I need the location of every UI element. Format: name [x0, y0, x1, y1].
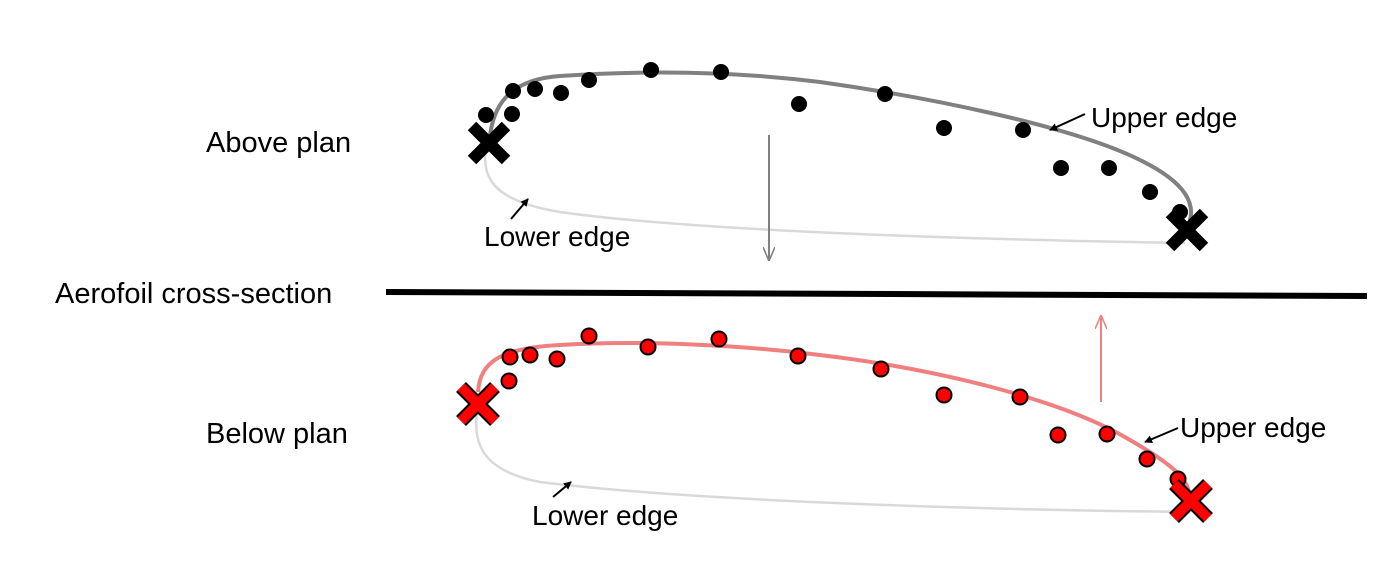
- below-point: [580, 327, 598, 345]
- above-leading-endpoint-x-icon: [467, 121, 511, 165]
- below-point: [500, 372, 518, 390]
- below-point: [1098, 425, 1116, 443]
- above-point: [877, 86, 893, 102]
- above-upper-edge-label: Upper edge: [1091, 102, 1237, 133]
- below-lower-edge-label: Lower edge: [532, 500, 678, 531]
- above-point: [1101, 160, 1117, 176]
- above-point: [791, 96, 807, 112]
- above-point: [936, 120, 952, 136]
- cross-section-label: Aerofoil cross-section: [55, 278, 332, 310]
- below-point: [935, 386, 953, 404]
- below-point: [521, 346, 539, 364]
- above-point: [478, 107, 494, 123]
- below-plan-aerofoil: Upper edge Lower edge: [456, 327, 1326, 531]
- above-point: [527, 81, 543, 97]
- above-plan-aerofoil: Upper edge Lower edge: [467, 62, 1237, 252]
- above-sample-points: [478, 62, 1188, 220]
- above-plan-label: Above plan: [206, 127, 351, 159]
- below-plan-label: Below plan: [206, 418, 348, 450]
- above-point: [1142, 184, 1158, 200]
- below-sample-points: [500, 327, 1187, 488]
- cross-section-line: [385, 289, 1368, 299]
- below-point: [1138, 450, 1156, 468]
- below-upper-edge-label: Upper edge: [1180, 412, 1326, 443]
- below-lower-edge-pointer: [552, 481, 572, 498]
- below-trailing-endpoint-x-icon: [1169, 479, 1213, 523]
- above-upper-edge-curve: [487, 70, 1193, 231]
- below-point: [710, 330, 728, 348]
- above-point: [581, 72, 597, 88]
- above-point: [1053, 160, 1069, 176]
- above-lower-edge-label: Lower edge: [484, 221, 630, 252]
- above-lower-edge-curve: [483, 144, 1186, 245]
- below-point: [1049, 426, 1067, 444]
- above-point: [553, 85, 569, 101]
- below-point: [789, 347, 807, 365]
- above-point: [505, 83, 521, 99]
- above-point: [504, 106, 520, 122]
- above-lower-edge-pointer: [510, 198, 529, 220]
- above-trailing-endpoint-x-icon: [1165, 208, 1209, 252]
- above-point: [643, 62, 659, 78]
- below-point: [639, 338, 657, 356]
- below-lower-edge-curve: [474, 403, 1191, 514]
- below-upper-edge-curve: [476, 341, 1192, 501]
- above-point: [1015, 122, 1031, 138]
- below-point: [501, 348, 519, 366]
- above-upper-edge-pointer: [1049, 113, 1086, 131]
- below-point: [1011, 388, 1029, 406]
- below-upper-edge-pointer: [1144, 427, 1179, 443]
- below-leading-endpoint-x-icon: [456, 382, 500, 426]
- below-point: [548, 350, 566, 368]
- above-point: [713, 64, 729, 80]
- below-point: [872, 360, 890, 378]
